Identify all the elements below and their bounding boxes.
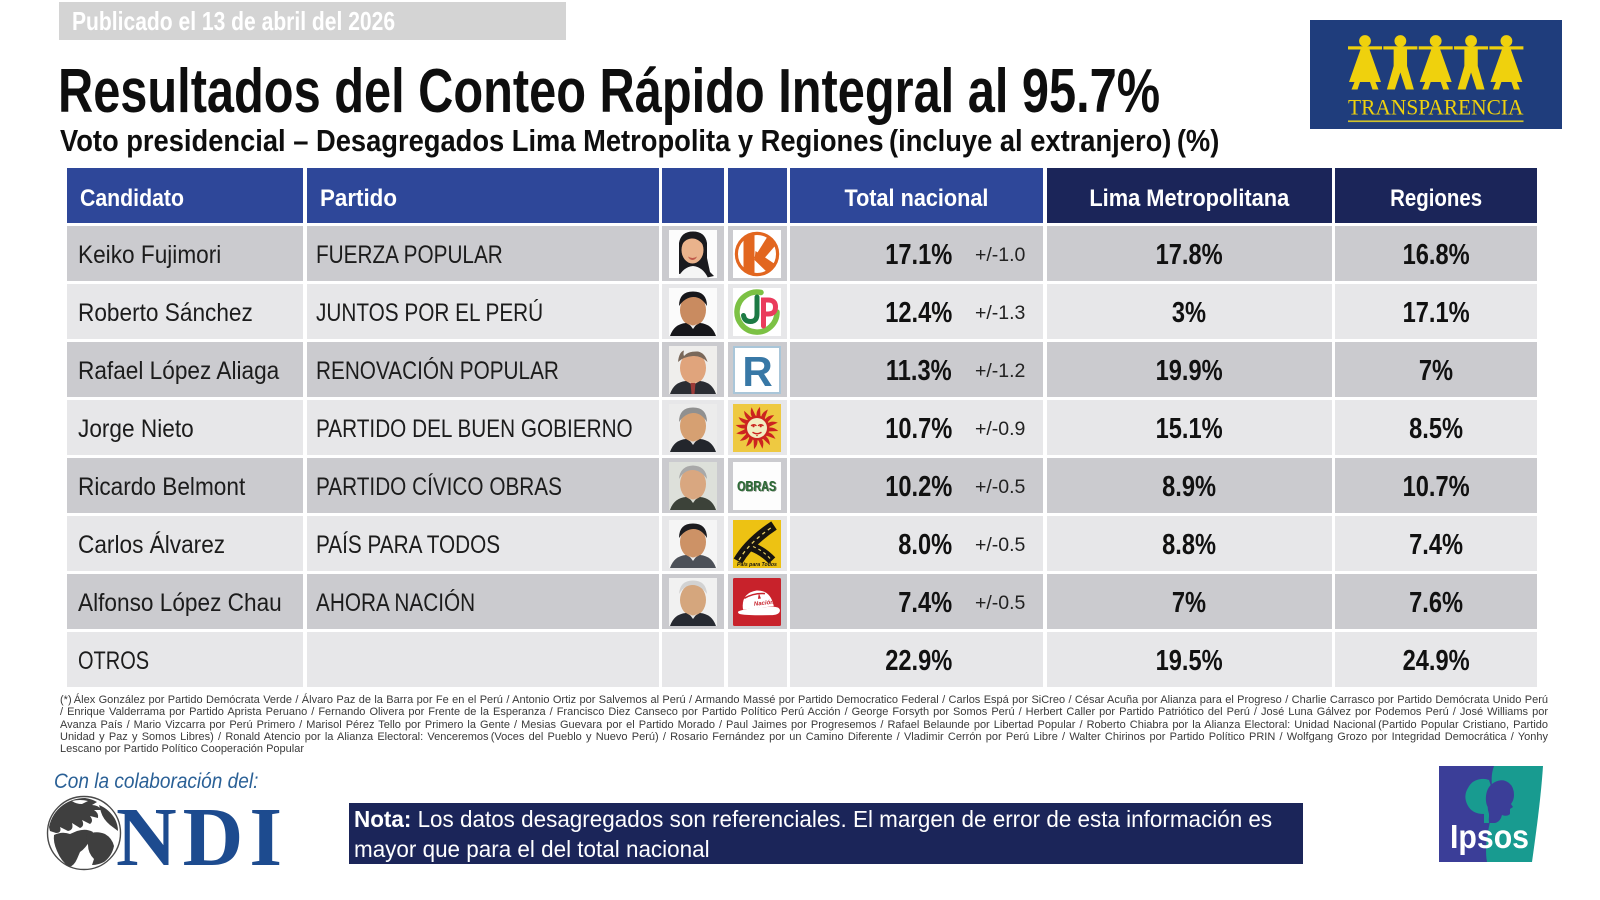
svg-text:Ipsos: Ipsos <box>1450 818 1529 855</box>
svg-text:TRANSPARENCIA: TRANSPARENCIA <box>1348 95 1524 120</box>
